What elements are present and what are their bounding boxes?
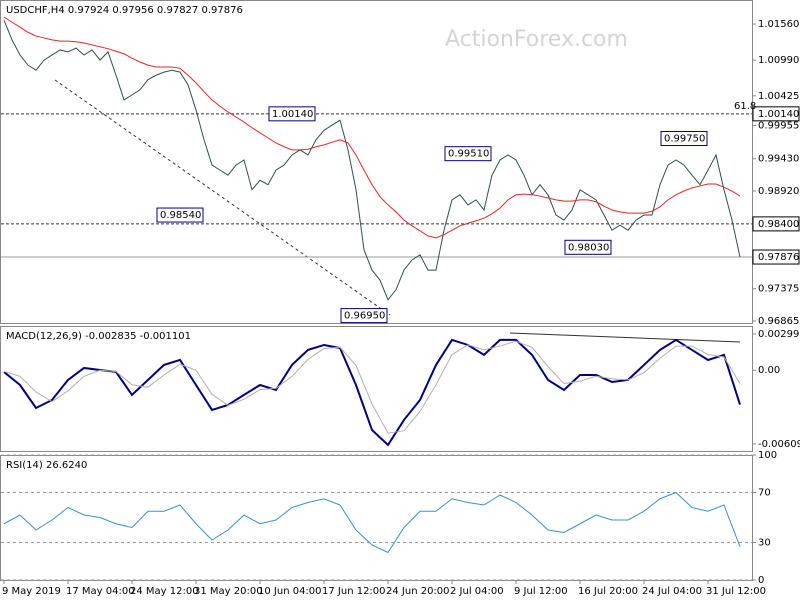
series-line xyxy=(3,20,741,301)
series-line xyxy=(3,340,741,434)
annotation-box xyxy=(268,106,316,122)
x-tick-label: 24 Jul 04:00 xyxy=(642,586,702,597)
x-tick-label: 9 May 2019 xyxy=(2,586,61,597)
x-tick-label: 16 Jul 20:00 xyxy=(578,586,638,597)
x-tick-label: 17 Jun 12:00 xyxy=(322,586,386,597)
annotation-box xyxy=(660,131,708,147)
annotation-label: 0.96950 xyxy=(344,311,385,322)
macd-panel xyxy=(0,326,753,452)
annotation-box xyxy=(444,146,492,162)
y-tick-label: 0.98920 xyxy=(758,186,799,197)
y-tick-label: 0 xyxy=(758,575,764,586)
x-tick-label: 31 Jul 12:00 xyxy=(706,586,766,597)
price-header: USDCHF,H4 0.97924 0.97956 0.97827 0.9787… xyxy=(6,5,243,16)
trend-line xyxy=(54,79,391,316)
rsi-header: RSI(14) 26.6240 xyxy=(6,460,87,471)
level-label: 1.00140 xyxy=(758,109,799,120)
price-panel xyxy=(0,0,753,324)
watermark: ActionForex.com xyxy=(445,27,628,52)
x-tick-label: 17 May 04:00 xyxy=(66,586,135,597)
x-tick-label: 31 May 20:00 xyxy=(194,586,263,597)
level-box xyxy=(752,249,800,265)
y-tick-label: 30 xyxy=(758,538,771,549)
x-tick-label: 9 Jul 12:00 xyxy=(514,586,568,597)
series-line xyxy=(3,338,741,447)
y-tick-label: 0.00 xyxy=(758,365,780,376)
y-tick-label: 1.01560 xyxy=(758,19,799,30)
annotation-label: 1.00140 xyxy=(272,109,313,120)
y-tick-label: 0.97375 xyxy=(758,284,799,295)
rsi-panel xyxy=(0,455,753,581)
annotation-box xyxy=(564,239,612,255)
annotation-label: 0.98540 xyxy=(160,210,201,221)
x-tick-label: 24 Jun 20:00 xyxy=(386,586,450,597)
fib-label: 61.8 xyxy=(734,101,756,112)
y-tick-label: 100 xyxy=(758,450,777,461)
y-tick-label: 0.002998 xyxy=(758,329,800,340)
annotation-box xyxy=(156,207,204,223)
level-label: 0.97876 xyxy=(758,252,799,263)
annotation-label: 0.99750 xyxy=(664,134,705,145)
level-box xyxy=(752,106,800,122)
level-box xyxy=(752,216,800,232)
x-tick-label: 10 Jun 04:00 xyxy=(258,586,322,597)
x-tick-label: 24 May 12:00 xyxy=(130,586,199,597)
annotation-label: 0.99510 xyxy=(448,149,489,160)
y-tick-label: 1.00425 xyxy=(758,91,799,102)
y-tick-label: 70 xyxy=(758,488,771,499)
annotation-box xyxy=(340,308,388,324)
y-tick-label: 1.00990 xyxy=(758,55,799,66)
y-tick-label: 0.99430 xyxy=(758,154,799,165)
x-tick-label: 2 Jul 04:00 xyxy=(450,586,504,597)
series-line xyxy=(3,16,741,239)
level-label: 0.98400 xyxy=(758,219,799,230)
y-tick-label: 0.96865 xyxy=(758,316,799,327)
annotation-label: 0.98030 xyxy=(568,242,609,253)
macd-trend-line xyxy=(509,332,741,343)
y-tick-label: 0.99955 xyxy=(758,121,799,132)
y-tick-label: -0.006097 xyxy=(758,439,800,450)
macd-header: MACD(12,26,9) -0.002835 -0.001101 xyxy=(6,331,191,342)
series-line xyxy=(3,491,741,554)
